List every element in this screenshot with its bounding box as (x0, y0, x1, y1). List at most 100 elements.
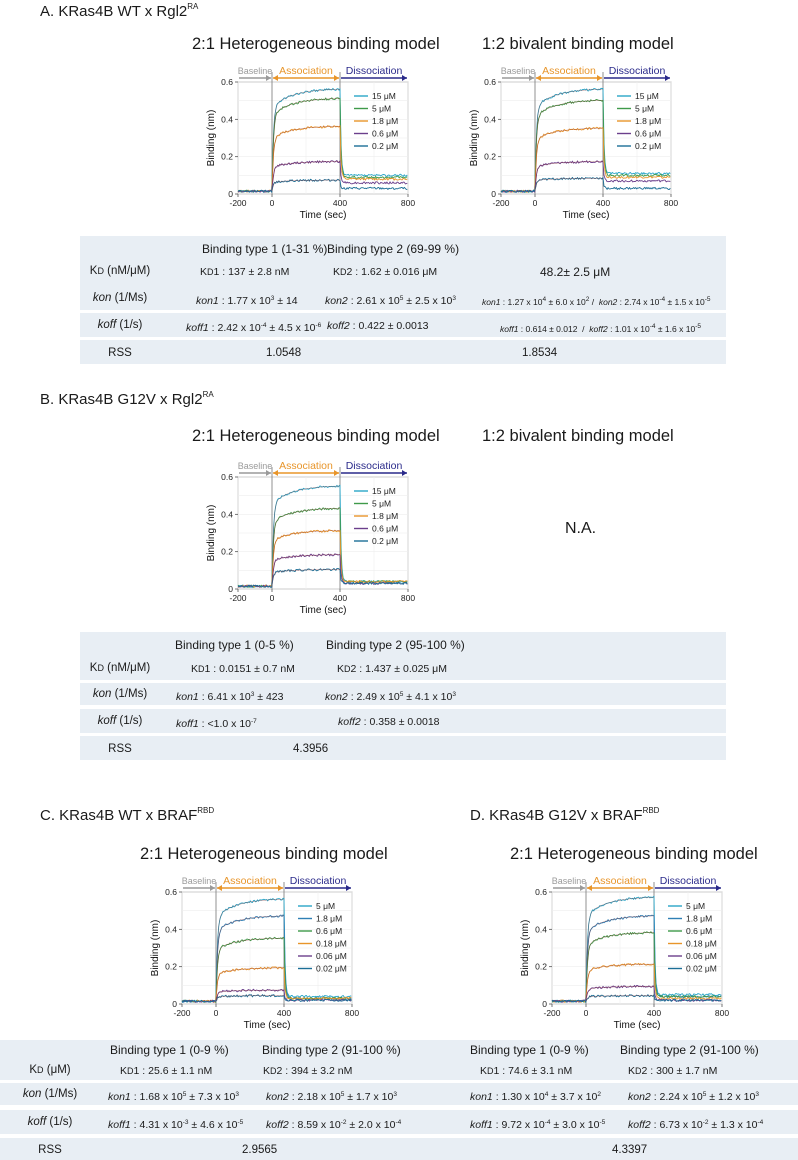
fit-line (215, 915, 284, 1002)
fit-line (271, 569, 340, 587)
table-a-kon2: kon2 : 2.61 x 105 ± 2.5 x 103 (325, 295, 456, 307)
panel-c-title-text: C. KRas4B WT x BRAF (40, 807, 198, 824)
series-line (181, 994, 352, 1003)
y-axis-label: Binding (nm) (150, 920, 161, 977)
legend-label: 0.6 μM (635, 129, 661, 139)
table-a-row-rss-bg (80, 340, 726, 364)
table-a-kd2: KD2 : 1.62 ± 0.016 μM (333, 266, 438, 278)
phase-arrowhead (210, 885, 215, 891)
table-a-kd1: KD1 : 137 ± 2.8 nM (200, 266, 290, 278)
panel-b-title-sup: RA (202, 390, 214, 399)
fit-line (585, 986, 654, 1002)
table-d-rss: 4.3397 (612, 1144, 648, 1156)
panel-a-title-sup: RA (187, 2, 199, 11)
phase-arrowhead (402, 470, 407, 476)
table-cd-row-koff-bg (0, 1110, 798, 1134)
table-a-kon-bivalent: kon1 : 1.27 x 104 ± 6.0 x 102 / kon2 : 2… (482, 296, 711, 307)
table-d-koff1: koff1 : 9.72 x 10-4 ± 3.0 x 10-5 (470, 1119, 606, 1131)
phase-label: Dissociation (660, 875, 717, 887)
legend-label: 0.18 μM (316, 939, 347, 949)
sensorgram-svg: Baseline Association Dissociation-200 0 400 8… (206, 65, 415, 221)
phase-label: Dissociation (346, 460, 403, 472)
phase-arrowhead (334, 470, 339, 476)
table-cd-row-rss-bg (0, 1138, 798, 1160)
phase-arrowhead (402, 75, 407, 81)
table-b-koff1: koff1 : <1.0 x 10-7 (176, 718, 257, 730)
panel-d-title: D. KRas4B G12V x BRAFRBD (470, 806, 659, 824)
phase-arrowhead (716, 885, 721, 891)
table-b-row-rss-label: RSS (108, 743, 132, 755)
table-b-row-koff-bg (80, 709, 726, 733)
y-tick-label: 0.6 (221, 77, 233, 87)
chart-c-heterogeneous: Baseline Association Dissociation -200 0 400 8… (144, 870, 359, 1031)
panel-a-model-2-title: 1:2 bivalent binding model (482, 35, 674, 53)
table-b-kon1: kon1 : 6.41 x 103 ± 423 (176, 691, 284, 703)
sensorgram-svg: Baseline Association Dissociation-200 0 400 8… (206, 460, 415, 616)
table-a-header-bg (80, 236, 726, 286)
phase-arrowhead (580, 885, 585, 891)
x-tick-label: 400 (333, 593, 347, 603)
x-tick-label: 800 (401, 593, 415, 603)
legend-label: 5 μM (316, 901, 335, 911)
table-b-header-bg (80, 632, 726, 680)
table-a-row-koff-label: koff (1/s) (97, 319, 143, 331)
table-a-rss-1: 1.0548 (266, 347, 302, 359)
legend-label: 0.2 μM (635, 141, 661, 151)
fit-line (534, 100, 604, 192)
fit-line (585, 932, 654, 1002)
legend-label: 5 μM (635, 104, 654, 114)
fit-line (271, 554, 340, 587)
x-axis-label: Time (sec) (563, 210, 610, 221)
legend-label: 0.02 μM (316, 964, 347, 974)
table-c-kd2: KD2 : 394 ± 3.2 nM (263, 1065, 353, 1077)
table-b-header-2: Binding type 2 (95-100 %) (326, 638, 465, 652)
legend-label: 0.6 μM (316, 926, 342, 936)
panel-d-title-text: D. KRas4B G12V x BRAF (470, 807, 643, 824)
phase-label: Baseline (552, 876, 587, 886)
table-d-kd2: KD2 : 300 ± 1.7 nM (628, 1065, 718, 1077)
table-c-koff1: koff1 : 4.31 x 10-3 ± 4.6 x 10-5 (108, 1119, 244, 1131)
y-tick-label: 0.2 (221, 152, 233, 162)
x-tick-label: -200 (492, 198, 509, 208)
legend-label: 15 μM (372, 486, 396, 496)
y-tick-label: 0 (491, 189, 496, 199)
sensorgram-svg: Baseline Association Dissociation-200 0 400 8… (150, 875, 359, 1031)
fit-line (271, 98, 340, 192)
y-tick-label: 0.4 (221, 509, 233, 519)
phase-arrowhead (273, 470, 278, 476)
x-axis-label: Time (sec) (300, 210, 347, 221)
phase-arrowhead (266, 470, 271, 476)
legend-label: 0.18 μM (686, 939, 717, 949)
fit-line (534, 177, 603, 192)
phase-arrowhead (217, 885, 222, 891)
legend-label: 1.8 μM (372, 116, 398, 126)
table-c-header-2: Binding type 2 (91-100 %) (262, 1043, 401, 1057)
x-tick-label: -200 (173, 1008, 190, 1018)
legend-label: 5 μM (372, 499, 391, 509)
legend-label: 0.2 μM (372, 141, 398, 151)
legend-label: 0.02 μM (686, 964, 717, 974)
table-a-row-koff-bg (80, 313, 726, 337)
fit-line (215, 995, 284, 1002)
panel-a-title: A. KRas4B WT x Rgl2RA (40, 2, 198, 20)
panel-b-title-text: B. KRas4B G12V x Rgl2 (40, 391, 203, 408)
fit-line (271, 88, 340, 192)
phase-arrowhead (346, 885, 351, 891)
legend-label: 15 μM (372, 91, 396, 101)
x-tick-label: -200 (229, 198, 246, 208)
y-tick-label: 0.2 (535, 962, 547, 972)
x-axis-label: Time (sec) (244, 1020, 291, 1031)
phase-label: Dissociation (290, 875, 347, 887)
y-axis-label: Binding (nm) (520, 920, 531, 977)
fit-line (271, 179, 340, 192)
phase-arrowhead (334, 75, 339, 81)
table-d-kon2: kon2 : 2.24 x 105 ± 1.2 x 103 (628, 1091, 759, 1103)
x-tick-label: 0 (533, 198, 538, 208)
panel-d-title-sup: RBD (642, 806, 660, 815)
x-axis-label: Time (sec) (614, 1020, 661, 1031)
y-tick-label: 0 (228, 189, 233, 199)
y-tick-label: 0 (228, 584, 233, 594)
legend-label: 0.6 μM (372, 524, 398, 534)
y-tick-label: 0.2 (484, 152, 496, 162)
phase-label: Dissociation (609, 65, 666, 77)
